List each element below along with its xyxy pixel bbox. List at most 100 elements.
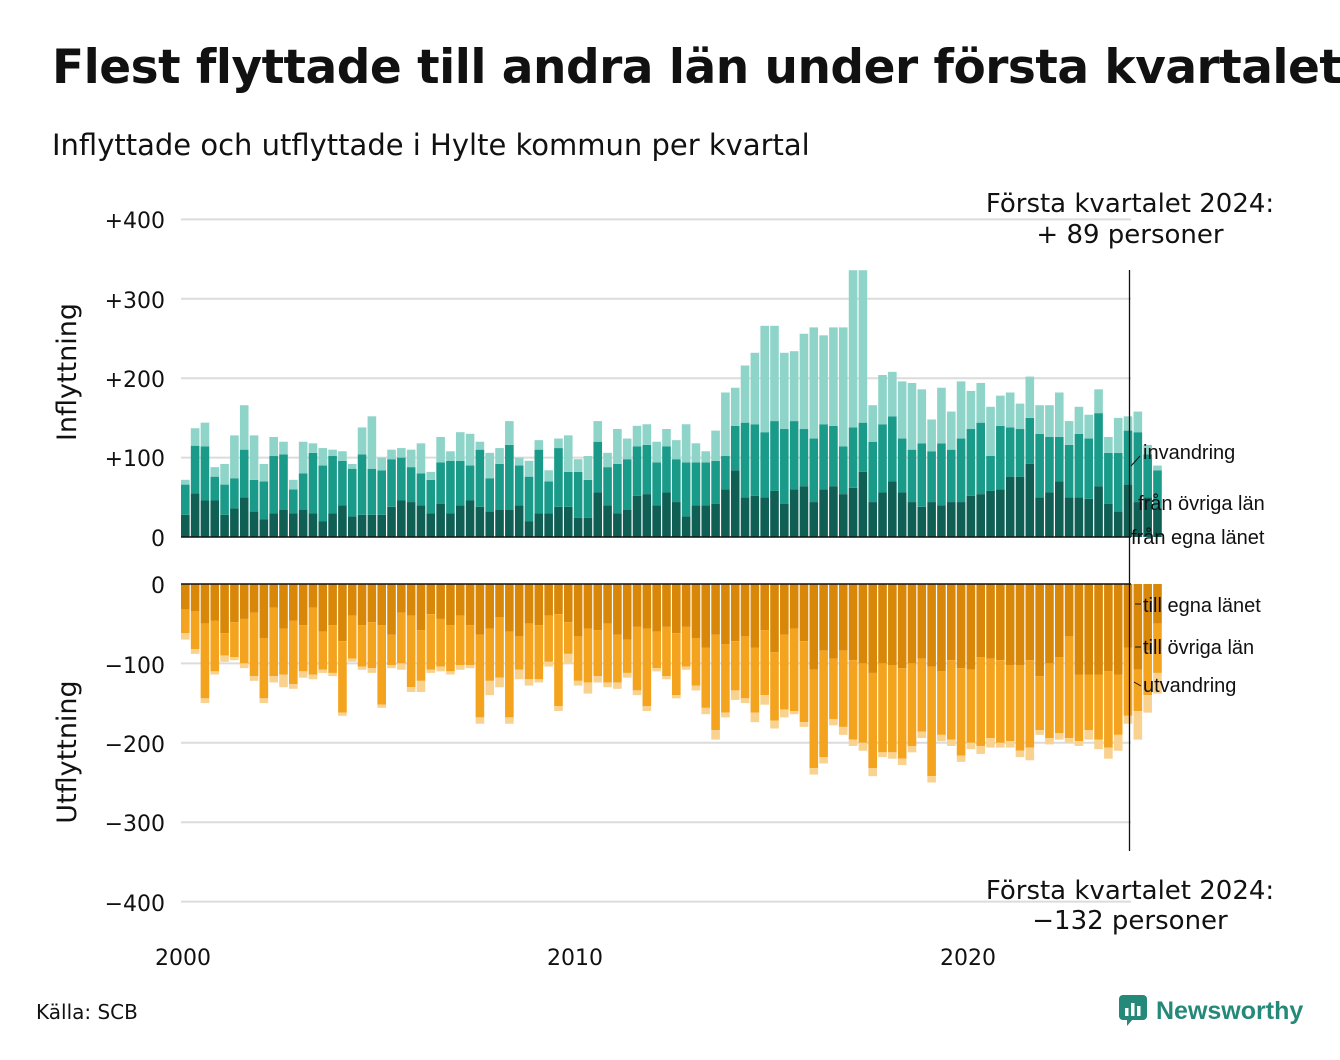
outflow-bar-own-32 [495,584,504,618]
inflow-bar-immig-64 [809,327,819,439]
outflow-bar-other-93 [1094,674,1103,740]
inflow-bar-other-95 [1113,452,1123,512]
inflow-bar-own-28 [455,505,465,537]
outflow-bar-emig-42 [593,676,603,683]
inflow-bar-own-16 [338,505,347,537]
outflow-bar-emig-79 [956,755,966,762]
outflow-bar-emig-23 [406,687,416,692]
outflow-bar-emig-54 [711,730,720,740]
outflow-bar-emig-84 [1005,741,1015,748]
outflow-bar-own-13 [308,584,318,608]
inflow-bar-immig-34 [514,457,524,466]
inflow-bar-other-47 [642,444,652,495]
ytick-top-100: +100 [105,447,165,472]
inflow-bar-own-54 [711,503,720,537]
outflow-bar-own-45 [622,584,632,640]
outflow-bar-emig-48 [652,668,661,672]
outflow-bar-own-30 [475,584,485,635]
outflow-bar-emig-35 [524,679,534,686]
ytick-bottom-300: −300 [105,812,165,837]
inflow-bar-immig-27 [446,451,455,461]
ytick-bottom-100: −100 [105,654,165,679]
outflow-bar-other-44 [613,634,622,683]
inflow-bar-own-32 [495,510,504,537]
inflow-bar-own-86 [1025,463,1035,537]
inflow-bar-other-30 [475,449,485,507]
outflow-bar-other-27 [446,625,455,672]
inflow-bar-own-11 [289,513,298,537]
inflow-bar-other-31 [485,478,495,512]
inflow-bar-own-8 [259,519,269,537]
outflow-bar-other-30 [475,634,485,718]
inflow-bar-other-3 [210,476,220,501]
outflow-bar-other-87 [1035,676,1044,731]
outflow-bar-emig-66 [829,718,838,726]
newsworthy-logo[interactable]: Newsworthy [1118,994,1303,1028]
inflow-bar-own-62 [789,489,799,537]
outflow-bar-other-9 [269,607,278,677]
ytick-bottom-0: 0 [151,574,165,599]
inflow-bar-other-7 [249,479,259,512]
inflow-bar-immig-40 [573,459,583,472]
inflow-bar-other-75 [917,443,927,507]
outflow-bar-other-61 [780,634,789,710]
series-label-utvandring: utvandring [1143,675,1236,697]
inflow-bar-own-47 [642,494,652,537]
outflow-bar-own-86 [1025,584,1035,661]
outflow-bar-own-41 [583,584,593,629]
outflow-bar-own-18 [357,584,367,626]
outflow-bar-emig-95 [1113,734,1123,751]
inflow-bar-immig-68 [848,270,858,428]
inflow-bar-other-9 [269,456,278,514]
outflow-bar-own-2 [200,584,210,624]
outflow-bar-own-64 [809,584,819,670]
inflow-bar-immig-8 [259,463,269,482]
ytick-top-200: +200 [105,368,165,393]
inflow-bar-immig-83 [996,395,1005,426]
outflow-bar-other-58 [750,647,760,713]
leader-utvandring [1133,681,1142,687]
inflow-bar-own-65 [819,489,828,537]
inflow-bar-other-35 [524,476,534,522]
inflow-bar-own-72 [888,481,897,537]
inflow-bar-other-28 [455,460,465,506]
inflow-bar-immig-9 [269,436,278,457]
inflow-bar-own-38 [554,506,563,537]
outflow-bar-own-96 [1123,584,1133,648]
inflow-bar-own-6 [239,497,249,537]
inflow-bar-other-50 [672,459,681,503]
outflow-bar-other-82 [986,658,995,739]
outflow-bar-other-90 [1064,636,1074,739]
inflow-bar-immig-74 [907,382,917,450]
inflow-bar-immig-53 [701,451,711,463]
outflow-bar-own-60 [770,584,779,653]
outflow-bar-other-55 [721,644,730,713]
newsworthy-logo-icon [1119,995,1147,1026]
inflow-bar-other-93 [1094,413,1103,487]
outflow-bar-own-43 [603,584,612,624]
inflow-bar-other-21 [387,459,396,507]
outflow-bar-other-65 [819,650,828,758]
inflow-bar-own-52 [691,505,701,537]
outflow-bar-other-14 [318,631,328,670]
outflow-bar-own-40 [573,584,583,637]
outflow-bar-own-49 [662,584,671,627]
inflow-bar-other-25 [426,479,436,514]
inflow-bar-own-69 [858,471,868,537]
outflow-bar-other-22 [397,612,406,664]
outflow-bar-other-11 [289,620,298,685]
inflow-bar-own-79 [956,502,966,537]
inflow-bar-other-69 [858,422,868,472]
inflow-bar-own-84 [1005,476,1015,537]
outflow-bar-emig-58 [750,712,760,723]
inflow-bar-own-91 [1074,497,1084,537]
outflow-bar-other-51 [681,626,691,667]
outflow-bar-own-17 [347,584,357,616]
xtick-2020: 2020 [940,946,996,971]
outflow-bar-other-77 [937,671,946,735]
inflow-bar-immig-18 [357,427,367,455]
outflow-bar-emig-67 [838,726,848,735]
inflow-bar-own-56 [730,470,740,537]
outflow-bar-other-64 [809,669,819,769]
outflow-bar-other-62 [789,628,799,712]
